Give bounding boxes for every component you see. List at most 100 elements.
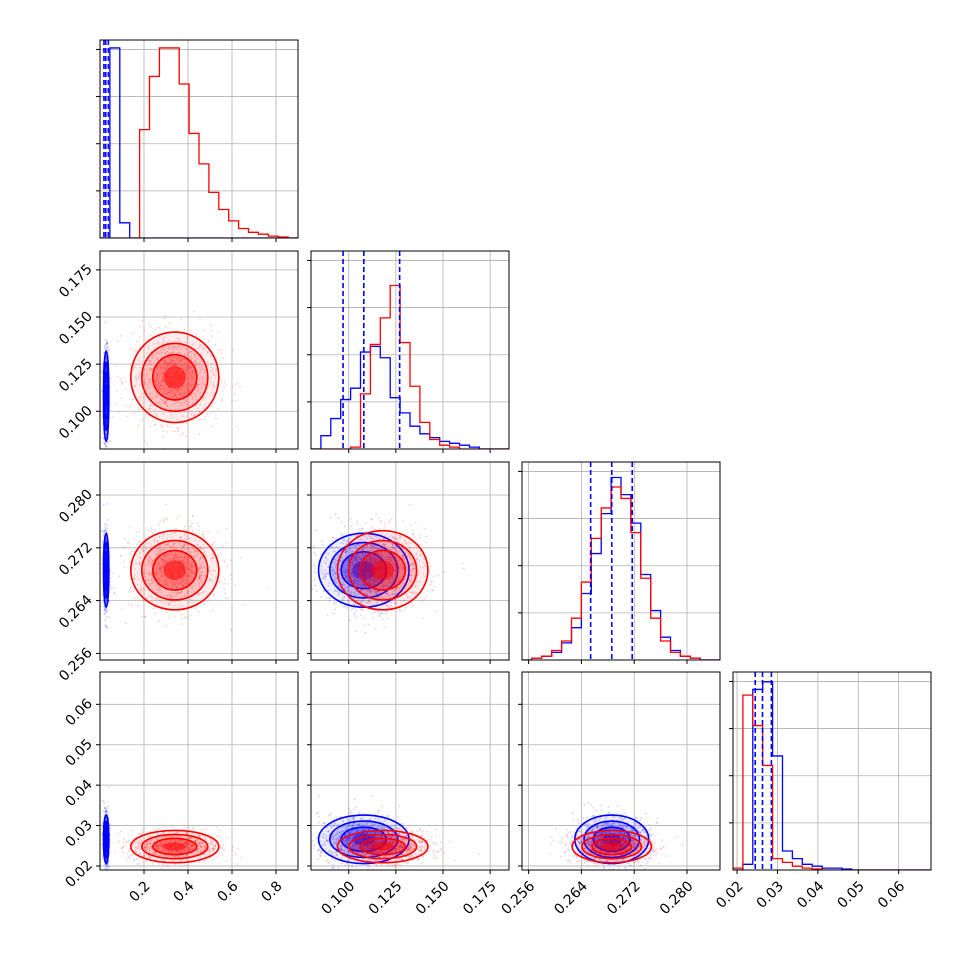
sample-point-series_b [138, 374, 140, 377]
sample-point-series_a [358, 556, 360, 559]
sample-point-series_a [353, 540, 355, 543]
sample-point-series_b [197, 567, 200, 570]
sample-point-series_b [225, 527, 228, 530]
sample-point-series_b [192, 401, 194, 404]
sample-point-series_b [165, 600, 168, 603]
sample-point-series_b [143, 569, 146, 571]
sample-point-series_b [166, 543, 169, 546]
sample-point-series_b [158, 566, 161, 569]
sample-point-series_b [150, 582, 153, 585]
sample-point-series_b [137, 377, 140, 380]
sample-point-series_b [155, 550, 157, 553]
sample-point-series_b [210, 578, 213, 581]
sample-point-series_b [157, 365, 160, 368]
sample-point-series_b [162, 370, 164, 373]
sample-point-series_b [380, 520, 382, 522]
sample-point-series_b [171, 583, 174, 586]
sample-point-series_a [383, 584, 385, 587]
sample-point-series_b [161, 425, 164, 428]
sample-point-series_b [186, 575, 189, 578]
sample-point-series_b [129, 403, 132, 406]
sample-point-series_a [353, 582, 356, 585]
sample-point-series_b [165, 560, 168, 563]
sample-point-series_b [186, 370, 189, 373]
sample-point-series_b [179, 536, 182, 539]
sample-point-series_b [186, 363, 189, 366]
sample-point-series_b [162, 348, 165, 351]
sample-point-series_a [376, 558, 379, 561]
sample-point-series_b [174, 402, 177, 405]
sample-point-series_b [174, 542, 176, 544]
sample-point-series_b [158, 388, 161, 391]
sample-point-series_b [164, 584, 167, 587]
sample-point-series_b [138, 396, 141, 399]
sample-point-series_a [387, 593, 390, 596]
sample-point-series_b [334, 608, 337, 611]
sample-point-series_b [115, 403, 118, 405]
sample-point-series_a [101, 372, 104, 375]
sample-point-series_a [107, 349, 110, 352]
sample-point-series_b [155, 552, 158, 555]
sample-point-series_b [171, 351, 174, 354]
sample-point-series_a [105, 559, 108, 561]
sample-point-series_b [164, 578, 167, 581]
sample-point-series_a [365, 579, 368, 582]
sample-point-series_b [215, 370, 218, 373]
sample-point-series_b [220, 352, 223, 354]
sample-point-series_b [112, 572, 115, 575]
sample-point-series_a [356, 584, 359, 587]
sample-point-series_a [365, 545, 368, 548]
sample-point-series_b [178, 394, 181, 397]
sample-point-series_b [357, 579, 359, 582]
sample-point-series_b [149, 565, 152, 568]
sample-point-series_b [391, 535, 394, 538]
sample-point-series_b [192, 415, 195, 417]
sample-point-series_a [105, 589, 108, 592]
sample-point-series_b [165, 561, 168, 564]
sample-point-series_a [370, 556, 373, 558]
sample-point-series_b [128, 561, 131, 564]
sample-point-series_b [199, 557, 202, 560]
sample-point-series_b [160, 567, 162, 570]
sample-point-series_b [180, 392, 183, 395]
sample-point-series_a [351, 561, 354, 563]
sample-point-series_a [369, 579, 372, 582]
sample-point-series_b [182, 605, 184, 608]
sample-point-series_b [172, 402, 175, 405]
sample-point-series_b [175, 555, 177, 558]
sample-point-series_b [147, 381, 150, 384]
sample-point-series_b [160, 384, 163, 387]
sample-point-series_b [167, 364, 169, 367]
sample-point-series_b [172, 392, 175, 395]
sample-point-series_a [353, 578, 356, 581]
panel-frame [99, 461, 299, 661]
sample-point-series_b [414, 592, 417, 595]
sample-point-series_a [313, 547, 316, 549]
sample-point-series_a [106, 625, 108, 628]
sample-point-series_b [375, 513, 378, 516]
sample-point-series_b [177, 388, 180, 390]
sample-point-series_b [177, 582, 180, 585]
sample-point-series_a [385, 592, 387, 595]
sample-point-series_b [157, 363, 160, 366]
sample-point-series_a [108, 600, 111, 603]
sample-point-series_a [387, 556, 390, 559]
sample-point-series_a [105, 556, 108, 559]
sample-point-series_b [168, 391, 171, 394]
sample-point-series_b [158, 383, 161, 386]
sample-point-series_b [184, 382, 186, 385]
sample-point-series_b [178, 556, 180, 559]
sample-point-series_b [111, 415, 114, 418]
sample-point-series_b [188, 365, 191, 368]
sample-point-series_b [155, 383, 158, 386]
sample-point-series_b [320, 568, 323, 570]
sample-point-series_a [377, 592, 380, 595]
sample-point-series_b [220, 552, 223, 555]
sample-point-series_a [345, 548, 347, 551]
sample-point-series_b [374, 559, 377, 562]
sample-point-series_b [371, 528, 374, 531]
sample-point-series_b [167, 541, 170, 544]
sample-point-series_b [221, 381, 223, 384]
sample-point-series_b [141, 549, 144, 552]
sample-point-series_b [176, 429, 179, 431]
